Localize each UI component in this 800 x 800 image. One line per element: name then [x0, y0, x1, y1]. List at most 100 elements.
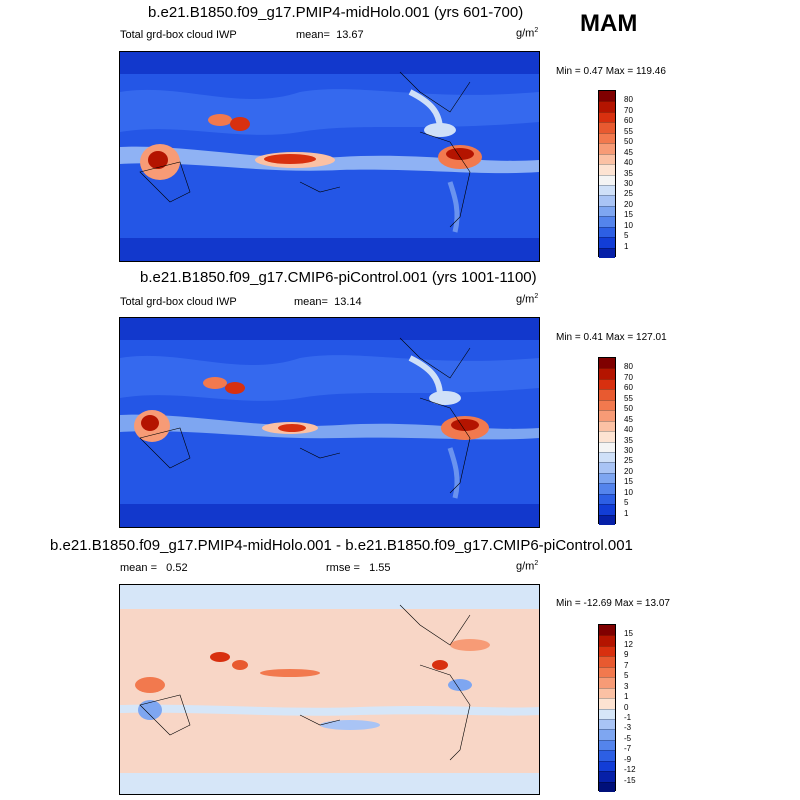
- panel-2-mean-label: mean=: [294, 296, 328, 308]
- panel-3-mean-label: mean =: [120, 562, 157, 574]
- colorbar-cell: [599, 483, 615, 494]
- colorbar-label: 35: [624, 435, 633, 445]
- colorbar-cell: [599, 378, 615, 390]
- panel-3-mean-value: 0.52: [166, 562, 188, 574]
- colorbar-label: 15: [624, 629, 633, 639]
- panel-1-units-exponent: 2: [534, 27, 539, 34]
- colorbar-cell: [599, 729, 615, 740]
- colorbar-cell: [599, 111, 615, 123]
- colorbar-label: 15: [624, 210, 633, 220]
- panel-2-units-exponent: 2: [534, 293, 539, 300]
- colorbar-label: 5: [624, 231, 629, 241]
- colorbar-label: 0: [624, 702, 629, 712]
- colorbar-label: 40: [624, 158, 633, 168]
- colorbar-cell: [599, 677, 615, 688]
- colorbar-cell: [599, 143, 615, 154]
- colorbar-label: -15: [624, 775, 636, 785]
- panel-3-colorbar: [598, 624, 616, 792]
- colorbar-cell: [599, 91, 615, 102]
- colorbar-cell: [599, 462, 615, 473]
- colorbar-cell: [599, 368, 615, 379]
- colorbar-label: 15: [624, 477, 633, 487]
- panel-1-colorbar: [598, 90, 616, 258]
- colorbar-label: 1: [624, 692, 629, 702]
- panel-3-units: g/m2: [516, 560, 538, 573]
- panel-1-variable-label: Total grd-box cloud IWP: [120, 29, 237, 41]
- colorbar-cell: [599, 153, 615, 165]
- colorbar-cell: [599, 399, 615, 411]
- panel-1-map: [119, 51, 540, 262]
- panel-2-map-svg: [120, 318, 539, 527]
- colorbar-label: 35: [624, 168, 633, 178]
- panel-3-mean: mean = 0.52: [120, 562, 188, 574]
- panel-3-minmax: Min = -12.69 Max = 13.07: [556, 598, 670, 609]
- colorbar-label: 5: [624, 671, 629, 681]
- colorbar-cell: [599, 739, 615, 751]
- panel-1-mean-value: 13.67: [336, 29, 364, 41]
- panel-1-map-svg: [120, 52, 539, 261]
- colorbar-label: 60: [624, 383, 633, 393]
- colorbar-cell: [599, 164, 615, 175]
- colorbar-cell: [599, 132, 615, 144]
- colorbar-cell: [599, 645, 615, 657]
- colorbar-label: 20: [624, 466, 633, 476]
- colorbar-label: 70: [624, 105, 633, 115]
- colorbar-label: 9: [624, 650, 629, 660]
- panel-3-rmse-value: 1.55: [369, 562, 391, 574]
- panel-2-mean: mean= 13.14: [294, 296, 362, 308]
- panel-2-map: [119, 317, 540, 528]
- colorbar-cell: [599, 635, 615, 646]
- panel-3-units-text: g/m: [516, 560, 535, 573]
- colorbar-label: -3: [624, 723, 632, 733]
- colorbar-label: 60: [624, 116, 633, 126]
- panel-1-mean-label: mean=: [296, 29, 330, 41]
- colorbar-label: 45: [624, 414, 633, 424]
- colorbar-cell: [599, 122, 615, 133]
- colorbar-cell: [599, 750, 615, 761]
- panel-2-title: b.e21.B1850.f09_g17.CMIP6-piControl.001 …: [140, 269, 537, 286]
- panel-3-title: b.e21.B1850.f09_g17.PMIP4-midHolo.001 - …: [50, 537, 633, 554]
- panel-3-units-exponent: 2: [534, 560, 539, 567]
- colorbar-label: 55: [624, 393, 633, 403]
- colorbar-label: 25: [624, 456, 633, 466]
- colorbar-cell: [599, 226, 615, 238]
- colorbar-cell: [599, 656, 615, 667]
- colorbar-label: 5: [624, 498, 629, 508]
- colorbar-cell: [599, 195, 615, 206]
- panel-2-mean-value: 13.14: [334, 296, 362, 308]
- colorbar-cell: [599, 247, 615, 258]
- colorbar-label: -7: [624, 744, 632, 754]
- colorbar-label: 3: [624, 681, 629, 691]
- panel-2-variable-label: Total grd-box cloud IWP: [120, 296, 237, 308]
- colorbar-cell: [599, 184, 615, 196]
- colorbar-cell: [599, 708, 615, 719]
- panel-3-map: [119, 584, 540, 795]
- colorbar-cell: [599, 410, 615, 421]
- panel-2-colorbar: [598, 357, 616, 525]
- colorbar-label: 80: [624, 95, 633, 105]
- colorbar-label: 30: [624, 445, 633, 455]
- colorbar-cell: [599, 472, 615, 484]
- colorbar-label: 1: [624, 241, 629, 251]
- panel-3-rmse: rmse = 1.55: [326, 562, 391, 574]
- colorbar-cell: [599, 771, 615, 782]
- colorbar-label: 12: [624, 639, 633, 649]
- colorbar-cell: [599, 781, 615, 792]
- colorbar-label: 45: [624, 147, 633, 157]
- colorbar-cell: [599, 237, 615, 248]
- colorbar-label: 10: [624, 487, 633, 497]
- panel-1-units-text: g/m: [516, 27, 535, 40]
- panel-1-units: g/m2: [516, 27, 538, 40]
- colorbar-cell: [599, 389, 615, 400]
- colorbar-cell: [599, 441, 615, 452]
- colorbar-cell: [599, 514, 615, 525]
- panel-2-units: g/m2: [516, 293, 538, 306]
- colorbar-label: -12: [624, 765, 636, 775]
- colorbar-label: 50: [624, 404, 633, 414]
- colorbar-cell: [599, 625, 615, 636]
- panel-2-units-text: g/m: [516, 293, 535, 306]
- colorbar-cell: [599, 718, 615, 730]
- colorbar-cell: [599, 493, 615, 505]
- colorbar-label: 1: [624, 508, 629, 518]
- colorbar-cell: [599, 216, 615, 227]
